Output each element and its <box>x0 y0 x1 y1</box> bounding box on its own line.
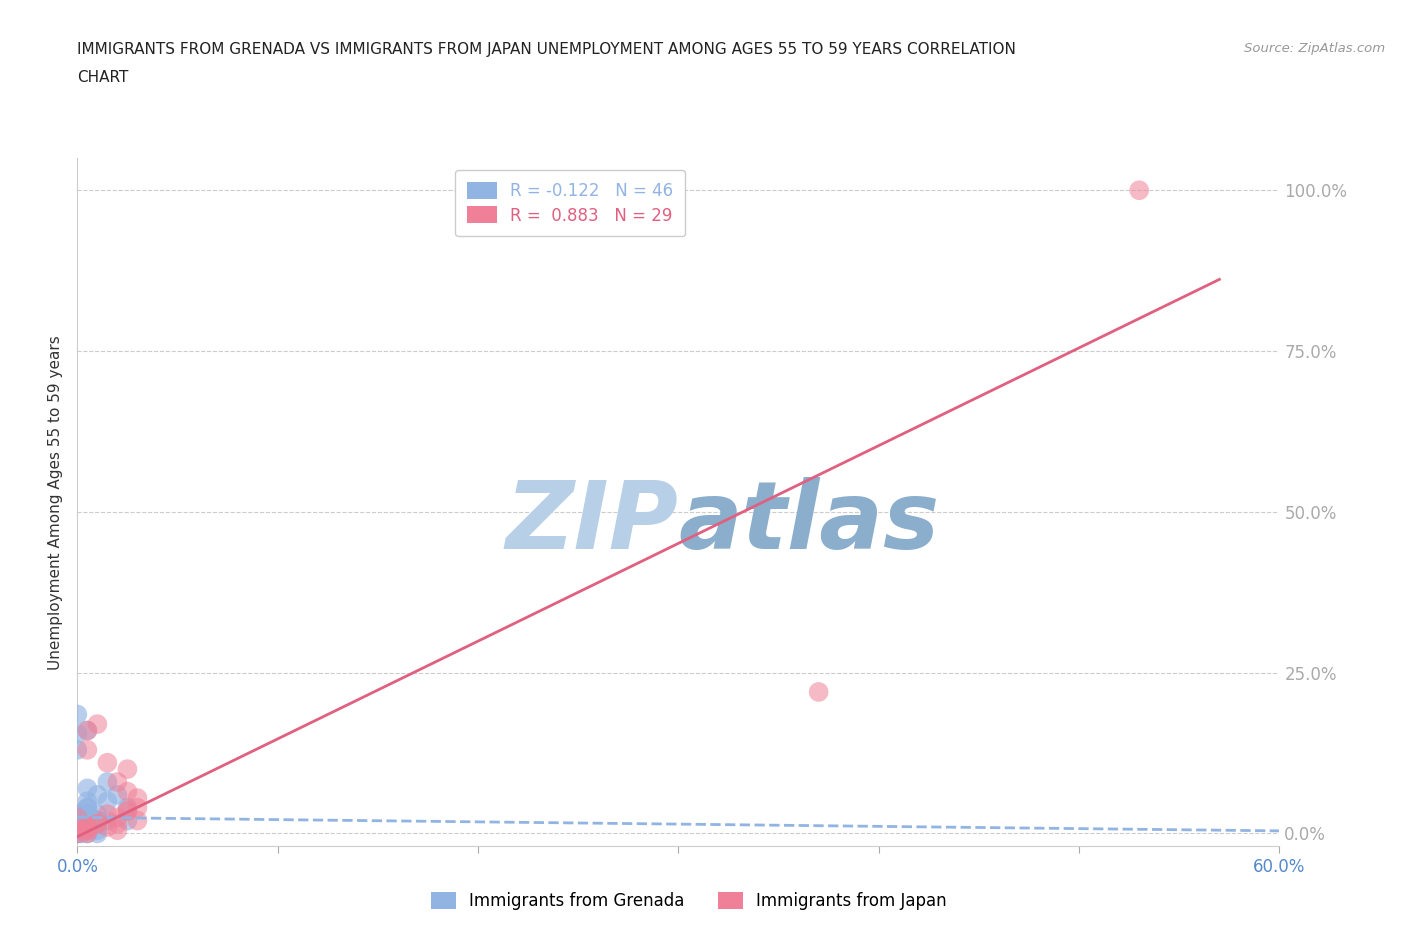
Point <box>107 810 129 825</box>
Point <box>66 707 89 722</box>
Point <box>86 717 108 732</box>
Point <box>86 813 108 828</box>
Point <box>807 684 830 699</box>
Point <box>76 724 98 738</box>
Point <box>66 813 89 828</box>
Point <box>76 742 98 757</box>
Point <box>86 813 108 828</box>
Point <box>86 813 108 828</box>
Point <box>1128 183 1150 198</box>
Point <box>66 813 89 828</box>
Point <box>66 806 89 821</box>
Point <box>76 819 98 834</box>
Point <box>96 775 118 790</box>
Point <box>66 806 89 821</box>
Text: IMMIGRANTS FROM GRENADA VS IMMIGRANTS FROM JAPAN UNEMPLOYMENT AMONG AGES 55 TO 5: IMMIGRANTS FROM GRENADA VS IMMIGRANTS FR… <box>77 42 1017 57</box>
Point <box>70 826 93 841</box>
Point <box>96 794 118 809</box>
Point <box>76 724 98 738</box>
Point <box>66 826 89 841</box>
Text: atlas: atlas <box>679 477 939 569</box>
Point <box>86 826 108 841</box>
Point <box>86 806 108 821</box>
Point <box>96 819 118 834</box>
Point <box>66 823 89 838</box>
Point <box>117 804 139 818</box>
Point <box>66 742 89 757</box>
Point <box>66 810 89 825</box>
Point <box>76 794 98 809</box>
Point <box>76 819 98 834</box>
Text: CHART: CHART <box>77 70 129 85</box>
Point <box>66 826 89 841</box>
Point <box>127 801 149 816</box>
Point <box>107 823 129 838</box>
Text: Source: ZipAtlas.com: Source: ZipAtlas.com <box>1244 42 1385 55</box>
Point <box>127 813 149 828</box>
Point <box>76 819 98 834</box>
Point <box>66 726 89 741</box>
Point <box>76 819 98 834</box>
Point <box>86 823 108 838</box>
Point <box>86 788 108 803</box>
Point <box>107 817 129 831</box>
Point <box>107 788 129 803</box>
Point <box>66 819 89 834</box>
Point <box>76 781 98 796</box>
Point <box>76 826 98 841</box>
Point <box>117 813 139 828</box>
Point <box>117 762 139 777</box>
Point <box>76 817 98 831</box>
Point <box>127 790 149 805</box>
Point <box>66 813 89 828</box>
Point <box>76 806 98 821</box>
Y-axis label: Unemployment Among Ages 55 to 59 years: Unemployment Among Ages 55 to 59 years <box>48 335 63 670</box>
Point <box>66 819 89 834</box>
Point <box>76 819 98 834</box>
Point <box>86 817 108 831</box>
Point <box>117 801 139 816</box>
Legend: R = -0.122   N = 46, R =  0.883   N = 29: R = -0.122 N = 46, R = 0.883 N = 29 <box>456 170 685 236</box>
Point <box>76 806 98 821</box>
Point <box>66 813 89 828</box>
Point <box>76 823 98 838</box>
Point <box>76 819 98 834</box>
Point <box>66 819 89 834</box>
Point <box>76 819 98 834</box>
Point <box>76 819 98 834</box>
Point <box>76 801 98 816</box>
Point <box>76 806 98 821</box>
Point <box>96 806 118 821</box>
Legend: Immigrants from Grenada, Immigrants from Japan: Immigrants from Grenada, Immigrants from… <box>425 885 953 917</box>
Point <box>96 755 118 770</box>
Point <box>76 826 98 841</box>
Point <box>76 823 98 838</box>
Point <box>117 804 139 818</box>
Point <box>72 823 94 838</box>
Point <box>107 775 129 790</box>
Point <box>76 801 98 816</box>
Point <box>96 813 118 828</box>
Point <box>86 817 108 831</box>
Text: ZIP: ZIP <box>506 477 679 569</box>
Point <box>117 784 139 799</box>
Point <box>66 826 89 841</box>
Point <box>86 813 108 828</box>
